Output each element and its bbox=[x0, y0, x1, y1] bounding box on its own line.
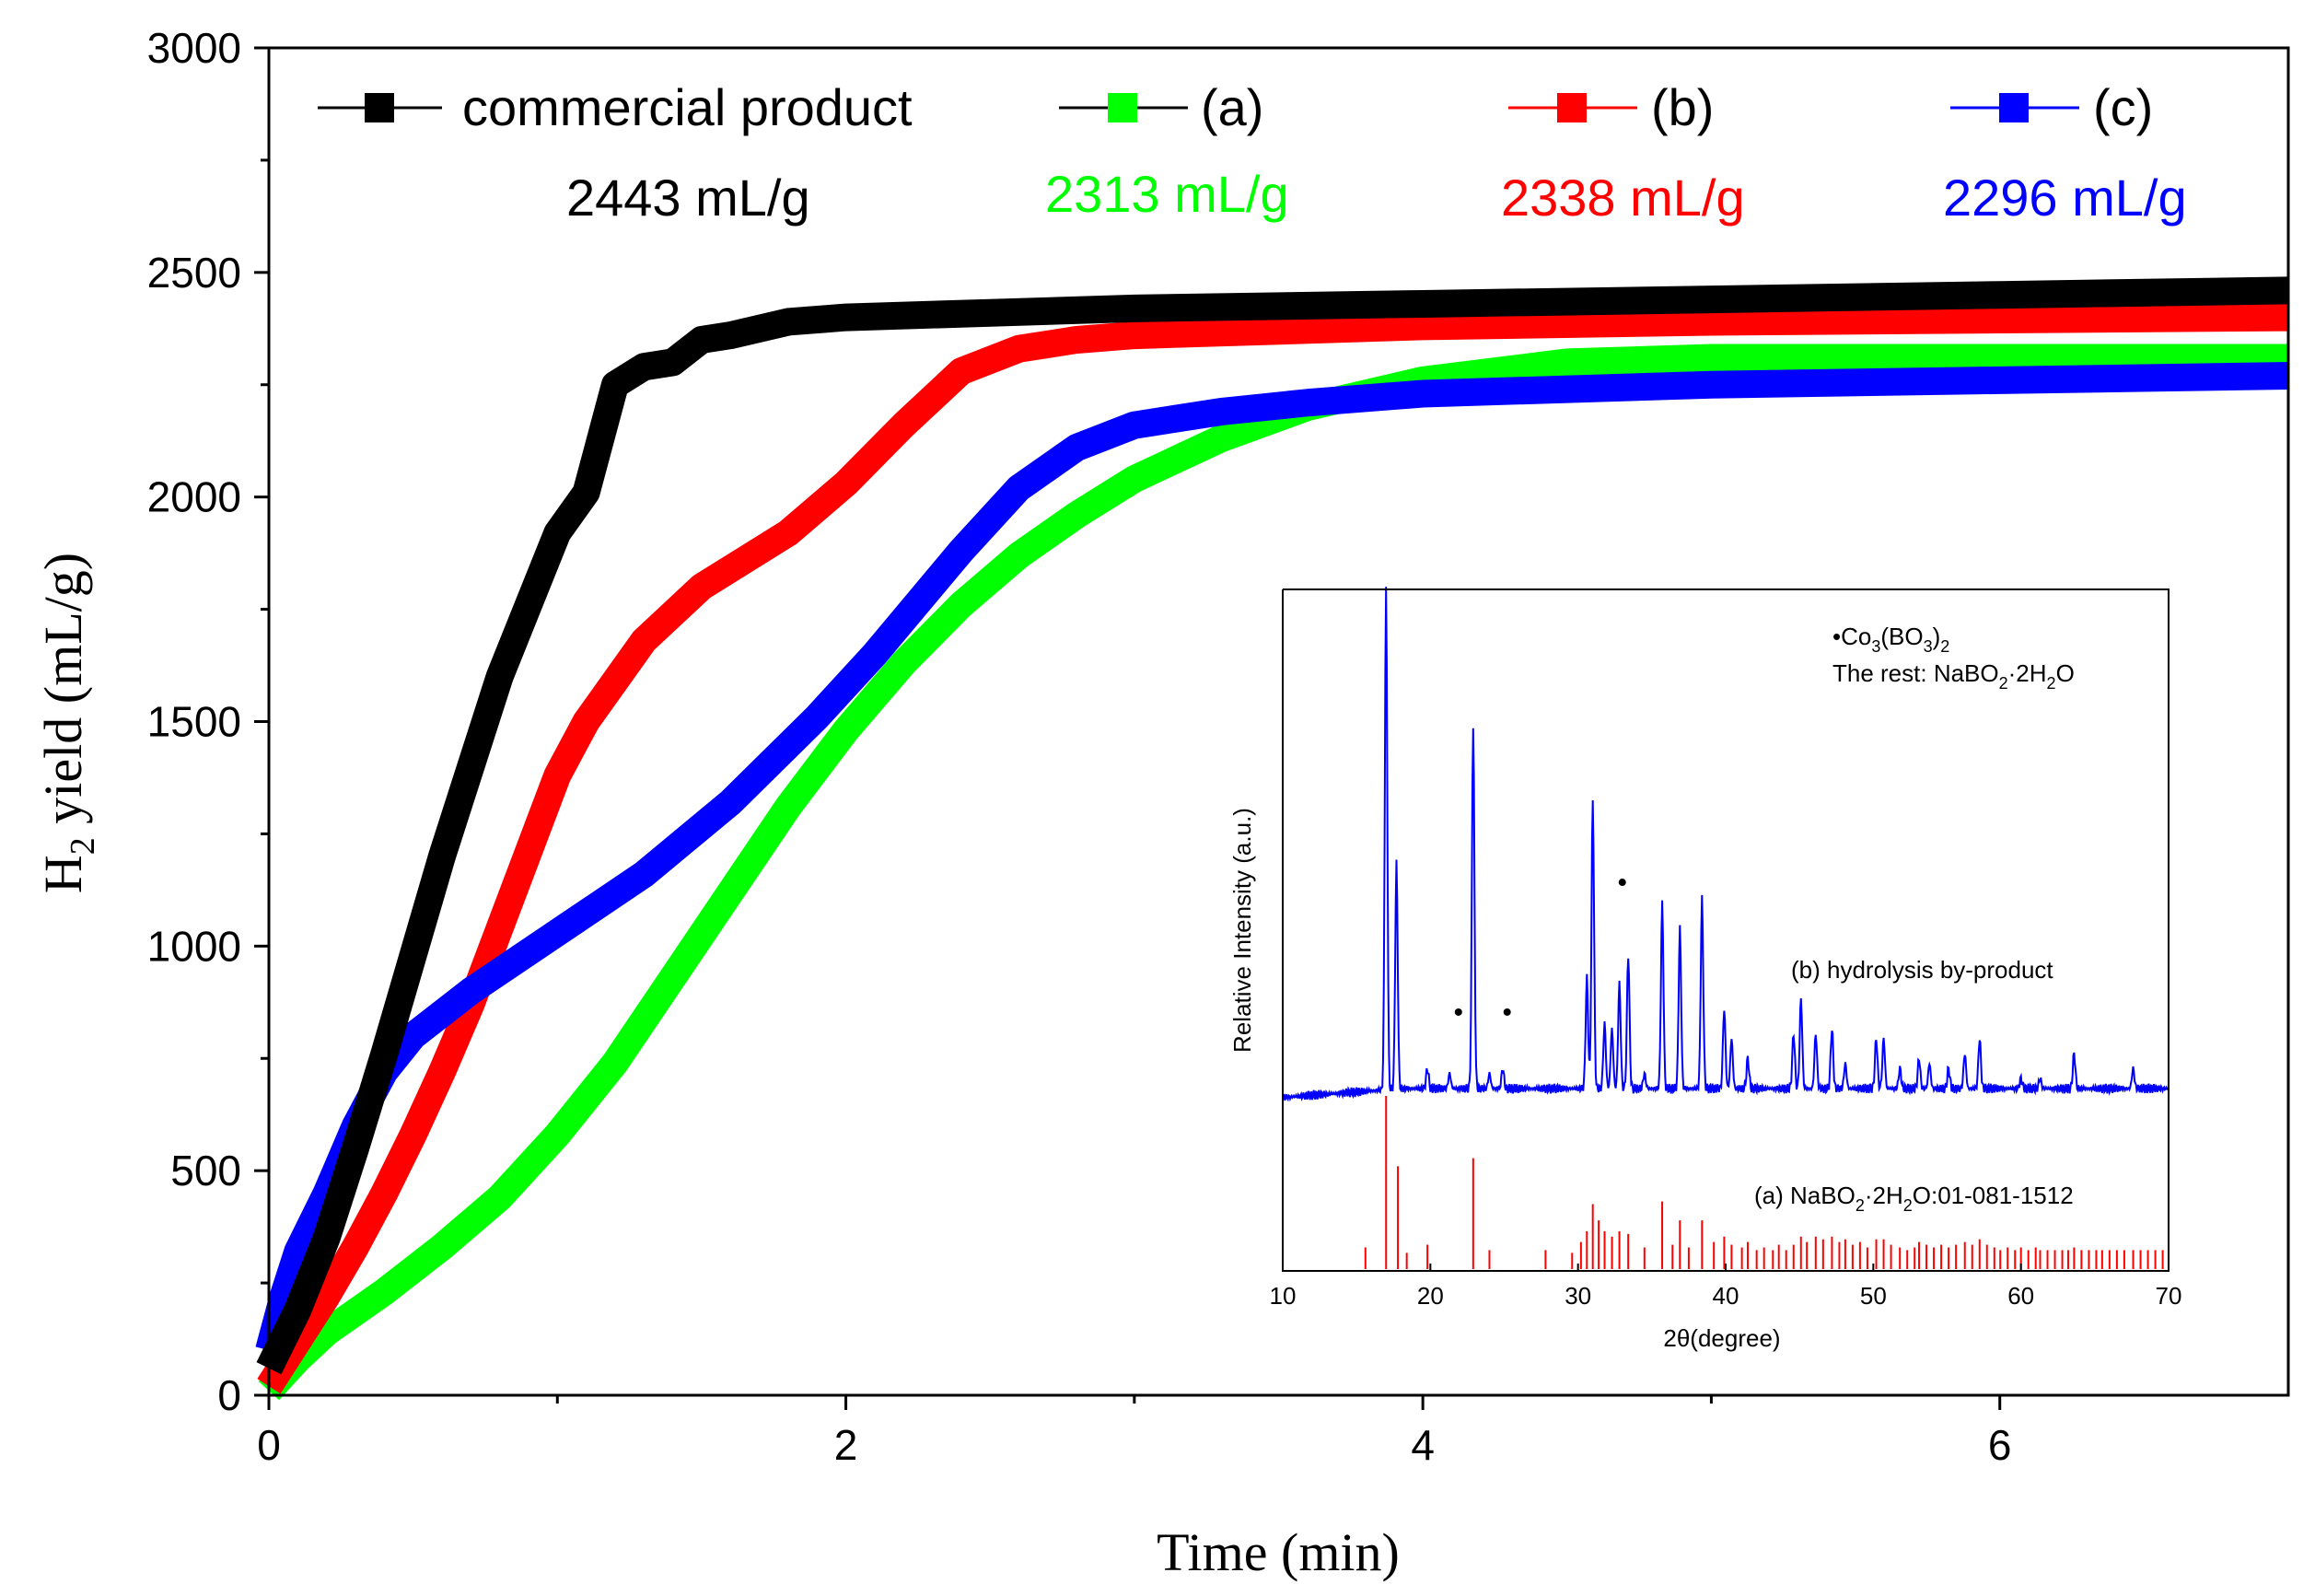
y-axis-title-subscript: 2 bbox=[64, 837, 102, 855]
inset-rest-legend: The rest: NaBO2·2H2O bbox=[1832, 659, 2075, 693]
legend-entry-commercial: commercial product 2443 mL/g bbox=[318, 78, 913, 227]
inset-b-label: (b) hydrolysis by-product bbox=[1791, 956, 2053, 984]
co-label-sub3: 2 bbox=[1940, 637, 1949, 656]
y-tick-label: 1000 bbox=[147, 922, 241, 970]
series-line-b bbox=[257, 303, 2289, 1394]
a-label-pre: (a) NaBO bbox=[1754, 1182, 1855, 1209]
legend-entry-c: (c) 2296 mL/g bbox=[1943, 78, 2187, 227]
a-label-mid: ·2H bbox=[1865, 1182, 1903, 1209]
x-tick-label: 0 bbox=[257, 1421, 281, 1469]
legend: commercial product 2443 mL/g (a) 2313 mL… bbox=[318, 78, 2187, 227]
legend-entry-a: (a) 2313 mL/g bbox=[1045, 78, 1289, 223]
x-tick-label: 4 bbox=[1411, 1421, 1435, 1469]
inset-co3bo3-markers bbox=[1454, 879, 1626, 1016]
x-tick-label: 6 bbox=[1988, 1421, 2012, 1469]
rest-label-sub1: 2 bbox=[1999, 674, 2008, 693]
inset-x-tick-label: 70 bbox=[2156, 1282, 2182, 1310]
y-tick-label: 2500 bbox=[147, 249, 241, 297]
inset-x-tick-label: 30 bbox=[1565, 1282, 1591, 1310]
co-label-sub2: 3 bbox=[1924, 637, 1933, 656]
rest-label-end: O bbox=[2056, 659, 2075, 687]
inset-a-label: (a) NaBO2·2H2O:01-081-1512 bbox=[1754, 1182, 2074, 1215]
a-label-end: O:01-081-1512 bbox=[1913, 1182, 2074, 1209]
inset-y-axis-title: Relative Intensity (a.u.) bbox=[1228, 808, 1256, 1053]
legend-label-a: (a) bbox=[1201, 78, 1263, 136]
inset-x-axis-title: 2θ(degree) bbox=[1663, 1324, 1780, 1352]
inset-co3bo3-legend: •Co3(BO3)2 bbox=[1832, 623, 1949, 656]
inset-x-tick-label: 10 bbox=[1270, 1282, 1297, 1310]
legend-entry-b: (b) 2338 mL/g bbox=[1501, 78, 1745, 227]
inset-axis-ticks: 10 20 30 40 50 60 70 bbox=[1270, 1264, 2182, 1310]
rest-label-pre: The rest: NaBO bbox=[1832, 659, 1999, 687]
inset-x-tick-label: 60 bbox=[2007, 1282, 2034, 1310]
series-line-commercial-product bbox=[256, 276, 2289, 1375]
x-axis-title: Time (min) bbox=[1157, 1522, 1400, 1582]
co-label-text: •Co bbox=[1832, 623, 1871, 650]
inset-x-tick-label: 40 bbox=[1713, 1282, 1739, 1310]
legend-marker-a bbox=[1108, 93, 1137, 122]
legend-label-b: (b) bbox=[1651, 78, 1714, 136]
inset-background bbox=[1283, 589, 2171, 1271]
inset-xrd-plot: 10 20 30 40 50 60 70 2θ(degree) Relative Inten… bbox=[1228, 587, 2181, 1352]
y-tick-label: 1500 bbox=[147, 698, 241, 746]
inset-reference-sticks bbox=[1364, 1096, 2164, 1269]
a-label-sub2: 2 bbox=[1903, 1196, 1913, 1215]
y-tick-label: 3000 bbox=[147, 24, 241, 72]
value-label-c: 2296 mL/g bbox=[1943, 169, 2187, 227]
inset-frame-upper bbox=[1283, 588, 2170, 1156]
main-curves bbox=[255, 276, 2289, 1401]
value-label-b: 2338 mL/g bbox=[1501, 169, 1745, 227]
y-axis-title-h: H bbox=[33, 855, 93, 893]
series-line-a bbox=[258, 344, 2288, 1401]
inset-x-tick-label: 50 bbox=[1860, 1282, 1887, 1310]
y-tick-label: 0 bbox=[217, 1371, 241, 1419]
value-label-a: 2313 mL/g bbox=[1045, 165, 1289, 223]
co-label-end: ) bbox=[1933, 623, 1941, 650]
co3bo3-dot-marker bbox=[1618, 879, 1626, 887]
legend-marker-b bbox=[1557, 93, 1587, 122]
inset-measured-pattern bbox=[1282, 587, 2170, 1102]
co3bo3-dot-marker bbox=[1503, 1008, 1511, 1016]
main-axis-ticks: 0 2 4 6 0 500 1000 1500 2000 2500 3000 bbox=[147, 24, 2012, 1469]
legend-marker-c bbox=[1999, 93, 2029, 122]
x-tick-label: 2 bbox=[834, 1421, 858, 1469]
rest-label-sub2: 2 bbox=[2047, 674, 2056, 693]
y-axis-title: H2 yield (mL/g) bbox=[33, 553, 102, 893]
y-axis-title-rest: yield (mL/g) bbox=[33, 553, 93, 837]
legend-marker-commercial bbox=[365, 93, 394, 122]
co-label-sub1: 3 bbox=[1871, 637, 1880, 656]
value-label-commercial: 2443 mL/g bbox=[566, 169, 810, 227]
legend-label-commercial: commercial product bbox=[462, 78, 913, 136]
inset-series-b-line bbox=[1282, 587, 2170, 1102]
legend-label-c: (c) bbox=[2093, 78, 2153, 136]
y-tick-label: 500 bbox=[170, 1147, 241, 1194]
rest-label-mid: ·2H bbox=[2008, 659, 2047, 687]
co-label-mid: (BO bbox=[1880, 623, 1923, 650]
y-tick-label: 2000 bbox=[147, 473, 241, 521]
a-label-sub1: 2 bbox=[1855, 1196, 1865, 1215]
co3bo3-dot-marker bbox=[1454, 1008, 1462, 1016]
inset-x-tick-label: 20 bbox=[1417, 1282, 1444, 1310]
